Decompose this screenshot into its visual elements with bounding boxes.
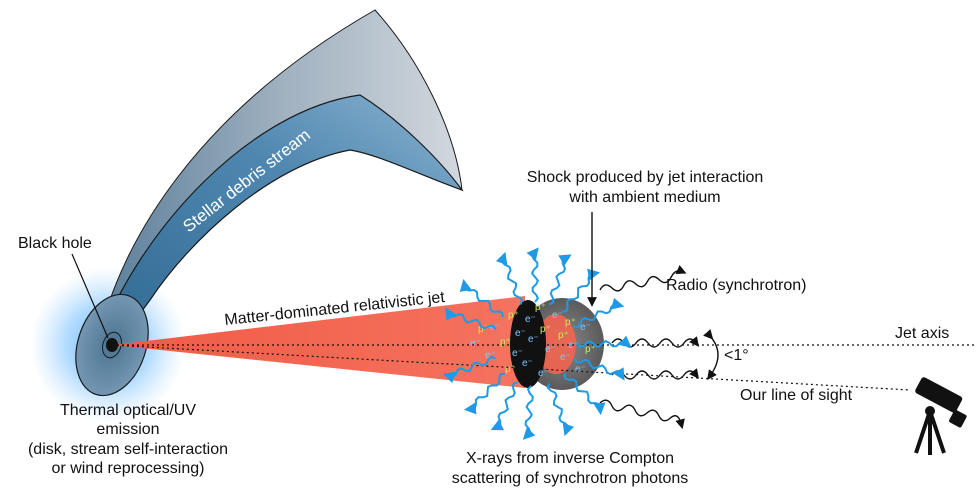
xray-arrow-12	[442, 355, 496, 384]
xray-arrow-14	[445, 307, 497, 331]
proton-label-11: p⁺	[540, 324, 551, 335]
black-hole-pointer	[71, 253, 109, 339]
electron-label-7: e⁻	[525, 314, 536, 325]
thermal-label-line1: Thermal optical/UV	[60, 402, 196, 419]
telescope-icon	[914, 377, 967, 455]
angle-label: <1°	[724, 347, 749, 364]
shock-inner	[536, 314, 576, 374]
radio-wave-3	[611, 368, 699, 380]
shock-label-line2: with ambient medium	[568, 189, 720, 206]
xray-arrows	[442, 247, 632, 440]
electron-label-9: e⁻	[522, 358, 533, 369]
thermal-label-line3: (disk, stream self-interaction	[28, 441, 228, 458]
line-of-sight-label: Our line of sight	[740, 387, 853, 404]
xray-label-line1: X-rays from inverse Compton	[466, 450, 674, 467]
jet-front	[510, 300, 546, 388]
electron-label-14: e⁻	[552, 310, 563, 321]
proton-label-17: p⁺	[565, 317, 576, 328]
xray-arrow-11	[463, 372, 506, 415]
disk-inner-ring	[102, 331, 122, 359]
jet-axis-label: Jet axis	[895, 325, 949, 342]
proton-label-10: p⁺	[535, 302, 546, 313]
black-hole-label: Black hole	[18, 235, 92, 252]
xray-arrow-5	[576, 335, 632, 349]
electron-label-5: e⁻	[512, 348, 523, 359]
radio-wave-4	[599, 399, 685, 430]
electron-label-12: e⁻	[545, 344, 556, 355]
electron-label-13: e⁻	[538, 368, 549, 379]
electron-label-4: e⁻	[515, 328, 526, 339]
angle-arc	[703, 329, 719, 380]
xray-arrow-9	[522, 385, 536, 440]
thermal-label-line2: emission	[96, 421, 159, 438]
proton-label-6: p⁺	[505, 364, 516, 375]
line-of-sight	[111, 344, 911, 391]
xray-label-line2: scattering of synchrotron photons	[452, 470, 689, 487]
xray-arrow-7	[563, 373, 606, 416]
xray-arrow-10	[490, 381, 518, 431]
black-hole-icon	[106, 338, 118, 352]
xray-arrow-0	[495, 251, 524, 305]
electron-label-22: e⁻	[470, 338, 481, 349]
electron-label-20: e⁻	[580, 322, 591, 333]
xray-arrow-8	[546, 383, 575, 437]
proton-label-3: p⁺	[508, 310, 519, 321]
proton-label-15: p⁺	[558, 330, 569, 341]
xray-arrow-6	[573, 357, 625, 381]
xray-arrow-13	[459, 279, 504, 318]
electron-label-16: e⁻	[560, 352, 571, 363]
thermal-label-line4: or wind reprocessing)	[52, 460, 205, 477]
xray-arrow-2	[548, 254, 572, 306]
electron-label-19: e⁻	[575, 364, 586, 375]
shock-label-line1: Shock produced by jet interaction	[527, 169, 764, 186]
proton-label-21: p⁺	[585, 344, 596, 355]
xray-arrow-1	[526, 247, 540, 303]
proton-label-23: p⁺	[478, 324, 489, 335]
relativistic-jet	[112, 296, 525, 388]
proton-label-1: p⁺	[500, 337, 511, 348]
xray-arrow-3	[561, 268, 600, 313]
electron-label-2: e⁻	[485, 350, 496, 361]
radio-wave-1	[599, 265, 687, 292]
radio-label: Radio (synchrotron)	[666, 277, 807, 294]
xray-arrow-4	[572, 297, 625, 329]
electron-label-8: e⁻	[528, 334, 539, 345]
